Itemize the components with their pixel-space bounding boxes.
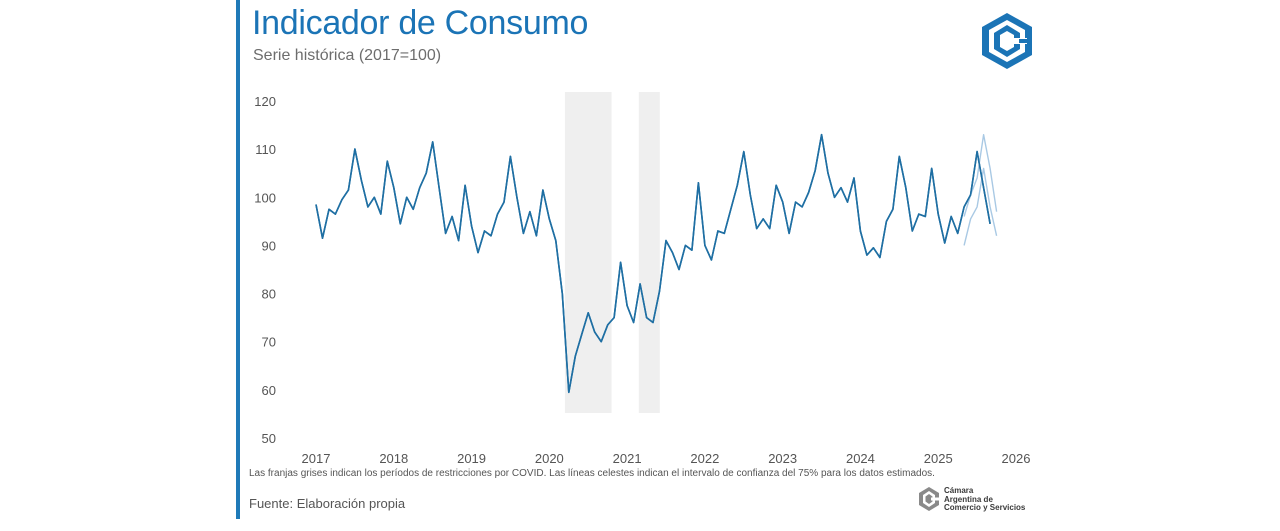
org-line: Cámara <box>944 486 974 495</box>
ci-upper-line <box>963 133 998 217</box>
org-line: Argentina de <box>944 494 993 504</box>
x-tick-label: 2026 <box>1002 451 1031 466</box>
series-line-consumo-top <box>315 133 991 394</box>
y-tick-label: 90 <box>262 238 276 253</box>
y-tick-label: 120 <box>254 94 276 109</box>
y-tick-label: 100 <box>254 190 276 205</box>
cac-small-logo-icon <box>919 487 940 511</box>
x-tick-label: 2021 <box>613 451 642 466</box>
chart-note: Las franjas grises indican los períodos … <box>249 468 935 479</box>
y-tick-label: 70 <box>262 335 276 350</box>
x-tick-label: 2017 <box>302 451 331 466</box>
x-tick-label: 2025 <box>924 451 953 466</box>
x-tick-label: 2022 <box>690 451 719 466</box>
x-tick-label: 2019 <box>457 451 486 466</box>
x-tick-label: 2020 <box>535 451 564 466</box>
chart-title: Indicador de Consumo <box>252 4 589 42</box>
x-tick-label: 2024 <box>846 451 875 466</box>
accent-bar <box>236 0 240 519</box>
org-name: Cámara Argentina de Comercio y Servicios <box>944 486 1026 513</box>
x-tick-label: 2023 <box>768 451 797 466</box>
covid-band <box>638 92 660 413</box>
chart-subtitle: Serie histórica (2017=100) <box>253 47 442 64</box>
cac-logo-icon <box>982 13 1032 69</box>
y-tick-label: 50 <box>262 431 276 446</box>
org-line: Comercio y Servicios <box>944 503 1026 512</box>
y-tick-label: 80 <box>262 287 276 302</box>
x-tick-label: 2018 <box>379 451 408 466</box>
covid-band <box>564 92 612 413</box>
y-tick-label: 60 <box>262 383 276 398</box>
ci-lower-line <box>963 167 998 246</box>
chart-source: Fuente: Elaboración propia <box>249 496 406 511</box>
y-tick-label: 110 <box>255 142 276 157</box>
